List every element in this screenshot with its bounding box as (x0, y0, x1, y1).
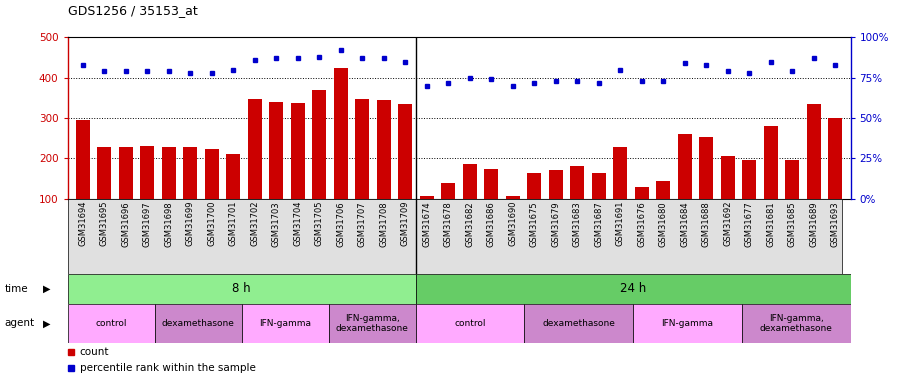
Bar (613, 147, 627, 239)
Text: GSM31697: GSM31697 (142, 201, 151, 247)
Bar (416, 274, 850, 304)
Bar (226, 154, 240, 239)
Bar (656, 181, 670, 239)
Bar (68, 304, 155, 343)
Bar (312, 90, 326, 239)
Text: ▶: ▶ (43, 318, 50, 328)
Text: GSM31703: GSM31703 (272, 201, 281, 247)
Bar (549, 170, 562, 239)
Text: GSM31674: GSM31674 (422, 201, 431, 247)
Text: GSM31685: GSM31685 (788, 201, 796, 247)
Text: GSM31680: GSM31680 (659, 201, 668, 247)
Text: dexamethasone: dexamethasone (542, 319, 615, 328)
Bar (592, 172, 606, 239)
Text: GSM31696: GSM31696 (122, 201, 130, 247)
Bar (699, 138, 714, 239)
Bar (328, 304, 416, 343)
Bar (76, 120, 89, 239)
Text: IFN-gamma,
dexamethasone: IFN-gamma, dexamethasone (760, 314, 833, 333)
Text: GSM31704: GSM31704 (293, 201, 302, 246)
Bar (742, 304, 850, 343)
Text: GSM31679: GSM31679 (552, 201, 561, 247)
Text: GSM31675: GSM31675 (530, 201, 539, 247)
Text: control: control (454, 319, 486, 328)
Text: GSM31676: GSM31676 (637, 201, 646, 247)
Bar (634, 187, 649, 239)
Bar (291, 103, 305, 239)
Bar (334, 68, 347, 239)
Text: GSM31700: GSM31700 (207, 201, 216, 246)
Text: 24 h: 24 h (620, 282, 646, 295)
Bar (155, 304, 241, 343)
Text: GSM31677: GSM31677 (745, 201, 754, 247)
Text: ▶: ▶ (43, 284, 50, 294)
Bar (484, 168, 499, 239)
Text: IFN-gamma: IFN-gamma (259, 319, 311, 328)
Text: GSM31709: GSM31709 (400, 201, 410, 246)
Text: IFN-gamma: IFN-gamma (662, 319, 714, 328)
Bar (786, 160, 799, 239)
Bar (97, 147, 111, 239)
Bar (524, 304, 633, 343)
Text: control: control (95, 319, 127, 328)
Text: GDS1256 / 35153_at: GDS1256 / 35153_at (68, 4, 197, 17)
Text: GSM31708: GSM31708 (379, 201, 388, 247)
Bar (441, 183, 455, 239)
Text: GSM31693: GSM31693 (831, 201, 840, 247)
Text: GSM31707: GSM31707 (357, 201, 366, 247)
Bar (571, 166, 584, 239)
Text: GSM31683: GSM31683 (572, 201, 581, 247)
Text: GSM31692: GSM31692 (724, 201, 733, 246)
Bar (419, 195, 434, 239)
Bar (204, 149, 219, 239)
Bar (162, 147, 176, 239)
Bar (506, 195, 520, 239)
Bar (269, 102, 284, 239)
Bar (356, 99, 369, 239)
Text: GSM31705: GSM31705 (315, 201, 324, 246)
Text: GSM31684: GSM31684 (680, 201, 689, 247)
Bar (742, 160, 756, 239)
Text: GSM31695: GSM31695 (100, 201, 109, 246)
Bar (398, 104, 412, 239)
Text: dexamethasone: dexamethasone (162, 319, 234, 328)
Bar (527, 172, 541, 239)
Bar (678, 134, 692, 239)
Text: GSM31702: GSM31702 (250, 201, 259, 246)
Text: GSM31690: GSM31690 (508, 201, 518, 246)
Text: GSM31694: GSM31694 (78, 201, 87, 246)
Text: GSM31689: GSM31689 (809, 201, 818, 247)
Bar (807, 104, 821, 239)
Text: GSM31691: GSM31691 (616, 201, 625, 246)
Bar (463, 165, 477, 239)
Bar (183, 147, 197, 239)
Text: GSM31706: GSM31706 (337, 201, 346, 247)
Text: 8 h: 8 h (232, 282, 251, 295)
Text: time: time (4, 284, 28, 294)
Text: IFN-gamma,
dexamethasone: IFN-gamma, dexamethasone (336, 314, 409, 333)
Bar (764, 126, 778, 239)
Text: GSM31698: GSM31698 (164, 201, 173, 247)
Bar (119, 147, 132, 239)
Text: GSM31701: GSM31701 (229, 201, 238, 246)
Bar (377, 100, 391, 239)
Text: count: count (79, 347, 109, 357)
Text: GSM31681: GSM31681 (767, 201, 776, 247)
Bar (633, 304, 742, 343)
Text: GSM31686: GSM31686 (487, 201, 496, 247)
Bar (829, 118, 842, 239)
Text: GSM31687: GSM31687 (594, 201, 603, 247)
Text: GSM31688: GSM31688 (702, 201, 711, 247)
Text: agent: agent (4, 318, 34, 328)
Bar (140, 146, 154, 239)
Text: GSM31699: GSM31699 (185, 201, 194, 246)
Text: percentile rank within the sample: percentile rank within the sample (79, 363, 256, 373)
Bar (721, 156, 735, 239)
Bar (416, 304, 524, 343)
Bar (68, 274, 416, 304)
Bar (241, 304, 328, 343)
Text: GSM31678: GSM31678 (444, 201, 453, 247)
Bar (248, 99, 262, 239)
Text: GSM31682: GSM31682 (465, 201, 474, 247)
